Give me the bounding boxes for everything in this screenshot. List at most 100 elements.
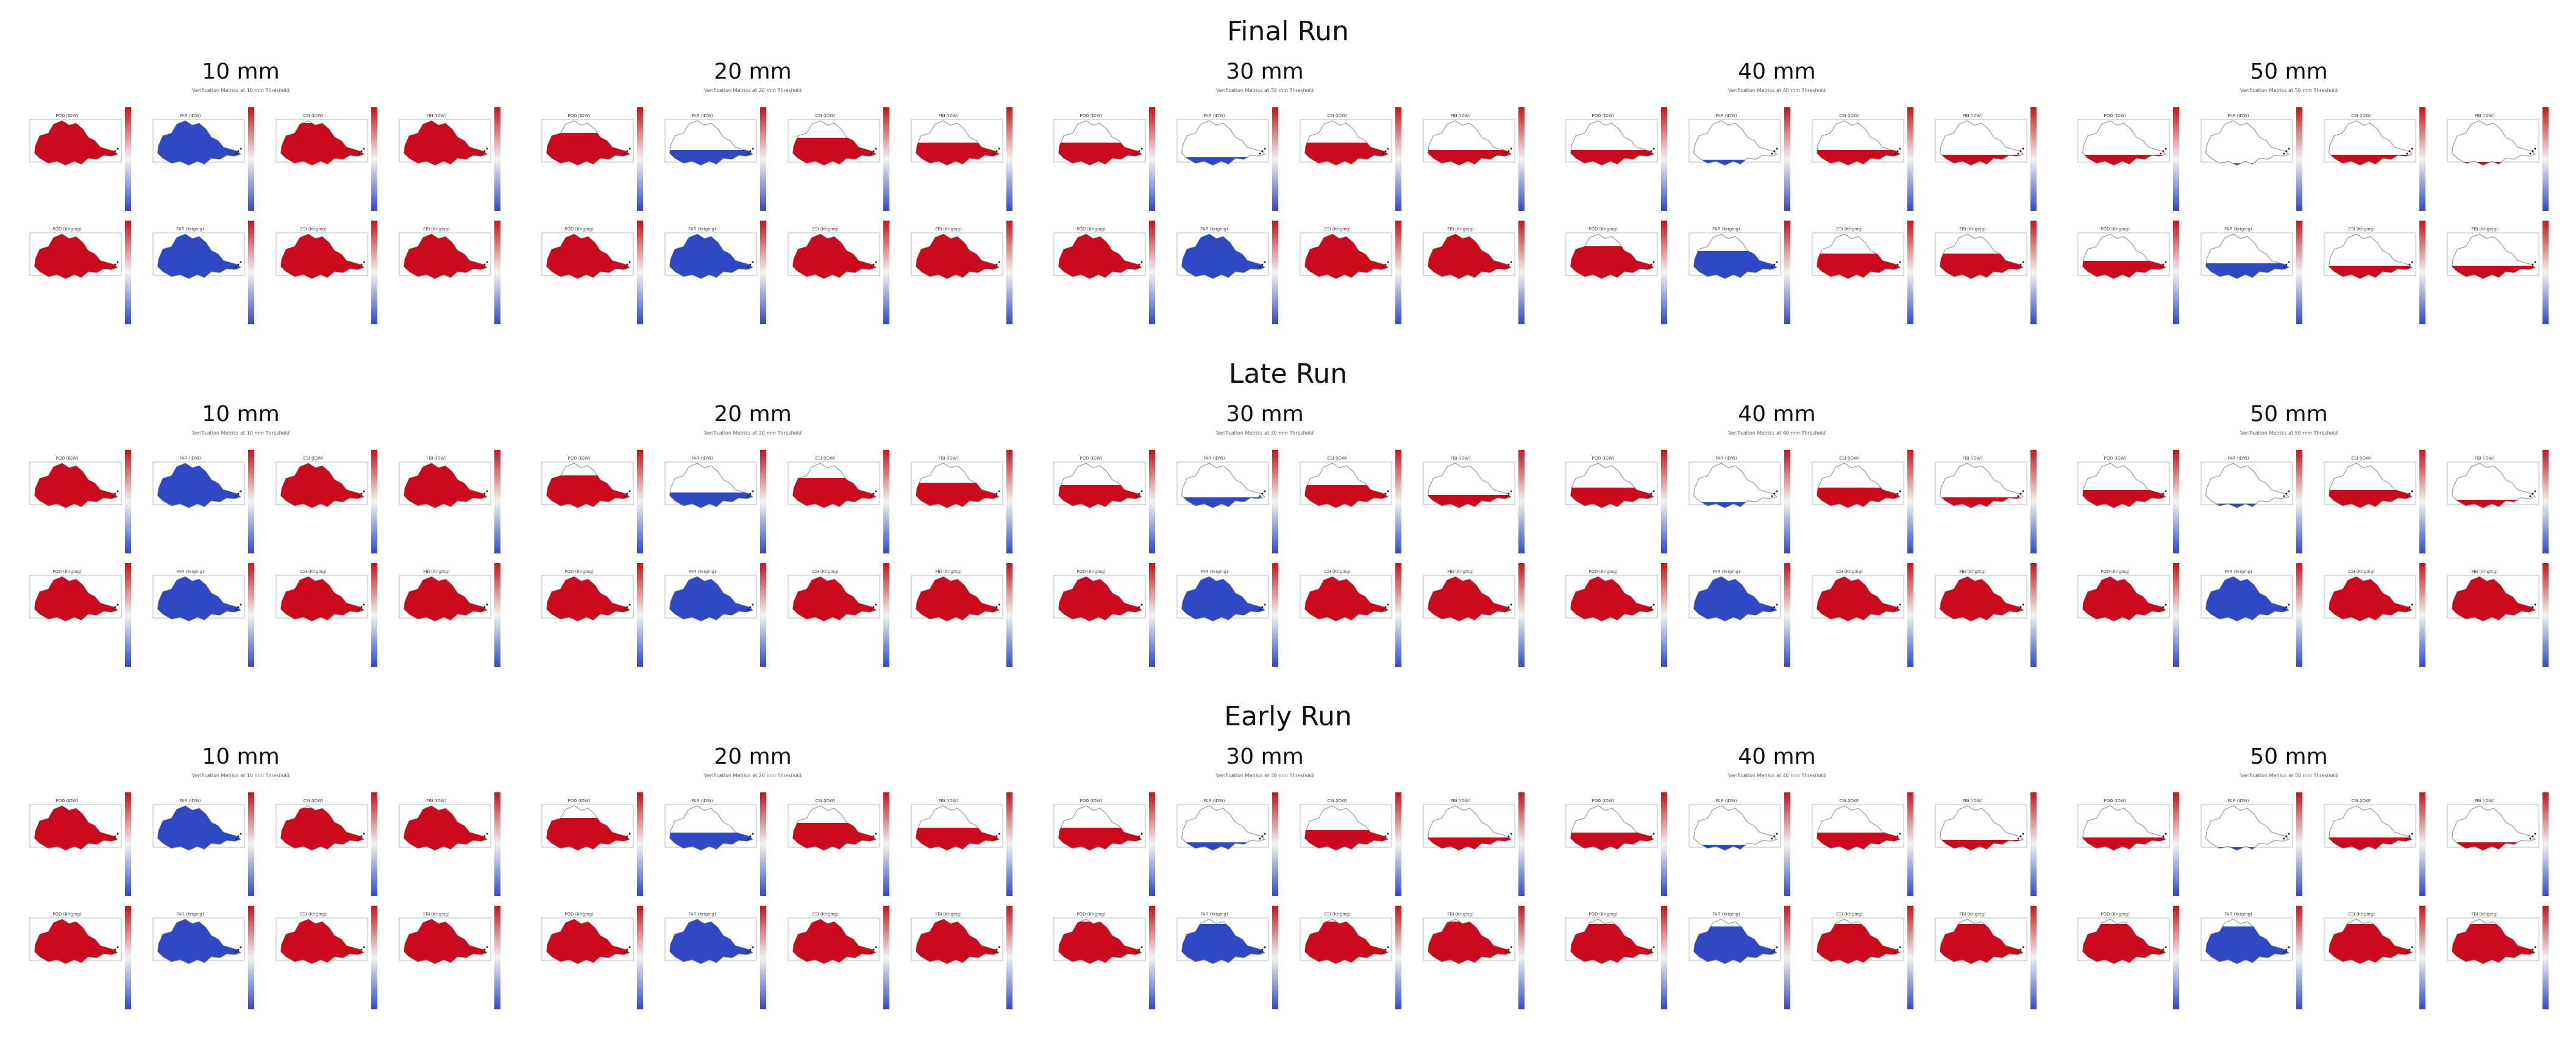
station-marker — [1505, 152, 1507, 155]
station-marker — [363, 603, 365, 606]
map-frame — [1423, 575, 1515, 619]
panel-title: FAR (IDW) — [1203, 113, 1225, 118]
colorbar — [2173, 563, 2179, 667]
threshold-title: 10 mm — [202, 744, 280, 769]
metric-map-panel: FAR (IDW) — [1688, 450, 1790, 553]
station-marker — [2529, 266, 2532, 268]
station-marker — [872, 606, 875, 608]
station-marker — [1771, 951, 1773, 953]
station-marker — [626, 150, 628, 152]
colorbar — [883, 450, 889, 553]
panel-title: FAR (Kriging) — [1712, 569, 1740, 574]
station-marker — [1771, 608, 1773, 611]
station-marker — [2529, 608, 2532, 611]
threshold-title: 30 mm — [1226, 744, 1304, 769]
region-fill — [1693, 251, 1777, 279]
station-marker — [2160, 951, 2162, 953]
map-frame — [911, 804, 1003, 848]
station-marker — [1259, 152, 1261, 155]
metric-map-panel: CSI (IDW) — [2324, 792, 2425, 896]
station-marker — [1510, 490, 1512, 492]
station-marker — [749, 948, 752, 951]
metric-map-panel: FAR (Kriging) — [1176, 221, 1278, 324]
station-marker — [1771, 266, 1773, 268]
station-marker — [1776, 490, 1778, 492]
metric-map-panel: FBI (Kriging) — [2447, 563, 2549, 667]
map-frame — [541, 119, 634, 163]
station-marker — [870, 608, 872, 611]
map-frame — [276, 804, 368, 848]
colorbar — [2173, 221, 2179, 324]
map-frame — [2077, 917, 2170, 961]
station-marker — [870, 266, 872, 268]
metric-map-panel: POD (Kriging) — [1053, 563, 1155, 667]
station-marker — [1653, 946, 1655, 948]
station-marker — [2408, 150, 2411, 152]
station-marker — [1136, 837, 1138, 840]
colorbar — [125, 906, 131, 1009]
station-marker — [747, 266, 749, 268]
map-frame — [2201, 917, 2293, 961]
threshold-subtitle: Verification Metrics at 50 mm Threshold — [2240, 773, 2338, 778]
region-fill — [916, 143, 999, 165]
metric-map-panel: POD (IDW) — [1565, 107, 1667, 211]
station-marker — [1138, 835, 1140, 837]
region-fill — [1304, 234, 1388, 279]
station-marker — [2162, 606, 2165, 608]
metric-map-panel: FBI (IDW) — [1935, 107, 2037, 211]
metric-map-panel: POD (Kriging) — [29, 221, 131, 324]
map-frame — [1053, 461, 1146, 505]
station-marker — [1264, 833, 1266, 835]
threshold-subtitle: Verification Metrics at 50 mm Threshold — [2240, 430, 2338, 436]
metric-map-panel: FAR (IDW) — [1688, 792, 1790, 896]
map-frame — [1300, 917, 1392, 961]
station-marker — [116, 261, 119, 263]
station-marker — [2288, 490, 2290, 492]
region-fill — [2452, 577, 2535, 621]
colorbar — [637, 450, 643, 553]
station-marker — [237, 606, 240, 608]
colorbar — [2173, 450, 2179, 553]
colorbar — [494, 906, 500, 1009]
colorbar — [248, 792, 254, 896]
region-fill — [1058, 485, 1142, 508]
panel-title: FBI (IDW) — [2475, 113, 2495, 118]
metric-map-panel: POD (Kriging) — [2077, 221, 2179, 324]
metric-map-panel: CSI (IDW) — [1812, 107, 1913, 211]
map-frame — [152, 461, 245, 505]
panel-title: FBI (Kriging) — [935, 227, 962, 232]
panel-title: POD (Kriging) — [1589, 912, 1618, 917]
colorbar — [1395, 563, 1401, 667]
station-marker — [481, 837, 483, 840]
colorbar — [2030, 792, 2037, 896]
station-marker — [995, 263, 998, 266]
station-marker — [2022, 261, 2024, 263]
metric-map-panel: POD (IDW) — [541, 792, 643, 896]
station-marker — [235, 152, 237, 155]
region-fill — [1941, 840, 2021, 850]
panel-title: FAR (Kriging) — [1712, 912, 1740, 917]
colorbar — [371, 792, 377, 896]
station-marker — [2162, 835, 2165, 837]
station-marker — [114, 492, 116, 495]
station-marker — [2017, 837, 2019, 840]
panel-title: CSI (IDW) — [1327, 113, 1348, 118]
region-fill — [280, 808, 364, 850]
region-fill — [2329, 577, 2412, 621]
panel-title: CSI (Kriging) — [812, 227, 839, 232]
station-marker — [2534, 490, 2536, 492]
station-marker — [2160, 152, 2162, 155]
map-frame — [1423, 917, 1515, 961]
map-frame — [276, 232, 368, 276]
station-marker — [1261, 150, 1264, 152]
station-marker — [626, 835, 628, 837]
station-marker — [2534, 946, 2536, 948]
region-fill — [2329, 924, 2412, 964]
region-fill — [1058, 922, 1142, 964]
map-frame — [152, 804, 245, 848]
metric-map-panel: CSI (Kriging) — [2324, 906, 2425, 1009]
station-marker — [2283, 495, 2285, 497]
panel-title: CSI (IDW) — [1327, 456, 1348, 461]
threshold-title: 40 mm — [1738, 59, 1816, 84]
station-marker — [1382, 495, 1384, 497]
